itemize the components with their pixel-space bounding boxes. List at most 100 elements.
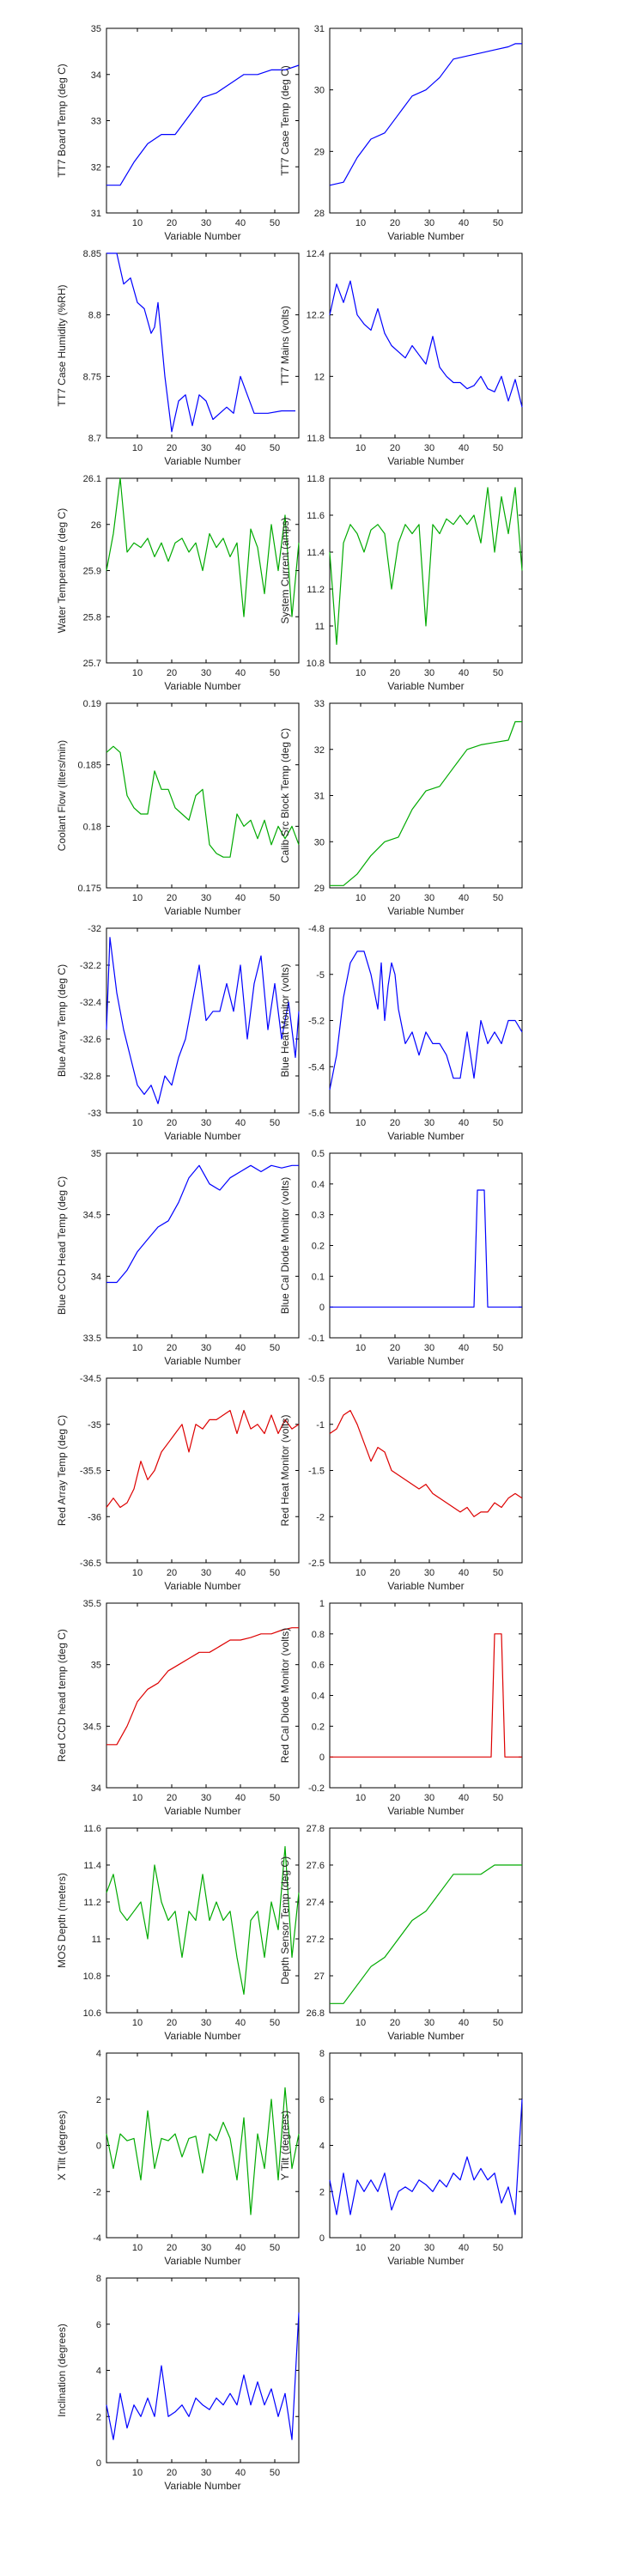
y-tick-label: 11.6 (83, 1824, 101, 1834)
x-tick-label: 10 (355, 1343, 366, 1353)
y-tick-label: 35 (91, 1149, 101, 1159)
x-tick-label: 30 (201, 1793, 211, 1803)
x-tick-label: 20 (167, 668, 177, 678)
x-tick-label: 10 (132, 218, 143, 228)
y-tick-label: 8.8 (88, 311, 101, 321)
y-tick-label: 34.5 (83, 1211, 101, 1221)
x-tick-label: 20 (390, 2243, 400, 2253)
y-tick-label: -36.5 (80, 1558, 101, 1569)
x-tick-label: 50 (493, 2243, 503, 2253)
x-axis-label: Variable Number (164, 680, 240, 692)
x-tick-label: 10 (355, 443, 366, 453)
y-tick-label: 0.3 (312, 1211, 325, 1221)
y-tick-label: 31 (91, 209, 101, 219)
x-tick-label: 40 (235, 1568, 246, 1578)
y-tick-label: 0.1 (312, 1272, 325, 1282)
y-tick-label: 8.7 (88, 434, 101, 444)
y-tick-label: 25.8 (83, 612, 101, 623)
x-tick-label: 50 (270, 443, 280, 453)
chart-panel: 10 20 30 40 50 -2.5 -2 -1.5 -1 -0.5 Variable Numbe… (279, 1374, 523, 1592)
y-tick-label: 0.18 (83, 822, 101, 832)
y-tick-label: 0.185 (77, 761, 101, 771)
y-axis-label: Blue CCD Head Temp (deg C) (56, 1176, 68, 1315)
y-tick-label: 0.8 (312, 1630, 325, 1640)
y-tick-label: 11.2 (83, 1898, 101, 1908)
x-tick-label: 30 (424, 1793, 434, 1803)
y-tick-label: 11 (92, 1935, 101, 1945)
y-axis-label: Red Heat Monitor (volts) (279, 1414, 291, 1526)
y-axis-label: System Current (amps) (279, 517, 291, 623)
y-tick-label: -35.5 (80, 1467, 101, 1477)
y-tick-label: 0 (96, 2458, 101, 2469)
plot-frame (106, 27, 300, 214)
series-line (106, 2312, 300, 2440)
y-tick-label: 26.8 (307, 2008, 325, 2019)
chart-panel: 10 20 30 40 50 11.8 12 12.2 12.4 Variable Number T… (279, 249, 523, 467)
x-tick-label: 20 (390, 1343, 400, 1353)
y-tick-label: 8 (96, 2274, 101, 2284)
x-tick-label: 30 (201, 2243, 211, 2253)
x-tick-label: 40 (235, 443, 246, 453)
x-axis-label: Variable Number (387, 1805, 464, 1817)
y-tick-label: 10.6 (83, 2008, 101, 2019)
x-tick-label: 20 (167, 1118, 177, 1128)
y-tick-label: 0 (319, 2233, 325, 2244)
plot-frame (329, 2052, 523, 2239)
y-tick-label: 11.2 (307, 585, 325, 595)
x-tick-label: 30 (201, 2018, 211, 2028)
y-tick-label: 27.2 (307, 1935, 325, 1945)
y-tick-label: 4 (96, 2049, 101, 2059)
x-tick-label: 10 (132, 2468, 143, 2478)
x-tick-label: 30 (424, 668, 434, 678)
chart-panel: 10 20 30 40 50 0 2 4 6 8 Variable Number Y Tilt (de… (279, 2049, 523, 2267)
x-axis-label: Variable Number (387, 1130, 464, 1142)
x-axis-label: Variable Number (164, 2480, 240, 2492)
x-tick-label: 20 (390, 668, 400, 678)
x-tick-label: 20 (390, 1793, 400, 1803)
x-tick-label: 20 (167, 1793, 177, 1803)
chart-panel: 10 20 30 40 50 26.8 27 27.2 27.4 27.6 27.8 Variable… (279, 1824, 523, 2042)
x-tick-label: 10 (132, 443, 143, 453)
y-tick-label: 12.4 (307, 249, 325, 259)
y-axis-label: TT7 Case Temp (deg C) (279, 65, 291, 176)
y-tick-label: -32.2 (80, 961, 101, 971)
y-tick-label: 0.5 (312, 1149, 325, 1159)
y-tick-label: 2 (96, 2095, 101, 2105)
x-tick-label: 30 (424, 1343, 434, 1353)
x-tick-label: 50 (493, 1793, 503, 1803)
x-axis-label: Variable Number (164, 2255, 240, 2267)
x-tick-label: 50 (270, 2243, 280, 2253)
x-tick-label: 40 (235, 1343, 246, 1353)
y-axis-label: Depth Sensor Temp (deg C) (279, 1856, 291, 1984)
y-tick-label: -0.5 (308, 1374, 325, 1384)
x-tick-label: 10 (355, 893, 366, 903)
y-tick-label: 12.2 (307, 311, 325, 321)
chart-panel: 10 20 30 40 50 33.5 34 34.5 35 Variable Number Blu… (56, 1149, 300, 1367)
series-line (330, 1633, 522, 1758)
series-line (329, 280, 523, 408)
x-tick-label: 10 (355, 1118, 366, 1128)
series-line (329, 2099, 523, 2215)
y-tick-label: -4 (93, 2233, 101, 2244)
y-tick-label: 12 (314, 372, 325, 382)
y-tick-label: -36 (88, 1512, 101, 1522)
chart-panel: 10 20 30 40 50 -4 -2 0 2 4 Variable Number X Tilt (… (56, 2049, 300, 2267)
x-tick-label: 50 (270, 2468, 280, 2478)
y-tick-label: 1 (319, 1599, 325, 1609)
x-tick-label: 20 (167, 443, 177, 453)
x-tick-label: 40 (459, 1568, 469, 1578)
y-tick-label: 0.4 (312, 1180, 325, 1190)
x-tick-label: 40 (235, 2243, 246, 2253)
plot-frame (329, 477, 523, 664)
x-tick-label: 40 (235, 2018, 246, 2028)
y-tick-label: 0.175 (77, 884, 101, 894)
y-tick-label: 26.1 (83, 474, 101, 484)
y-tick-label: 0.2 (312, 1722, 325, 1732)
x-tick-label: 40 (235, 893, 246, 903)
x-tick-label: 30 (201, 893, 211, 903)
y-tick-label: -32 (88, 924, 101, 934)
x-tick-label: 30 (424, 1118, 434, 1128)
x-axis-label: Variable Number (164, 905, 240, 917)
x-tick-label: 30 (201, 668, 211, 678)
